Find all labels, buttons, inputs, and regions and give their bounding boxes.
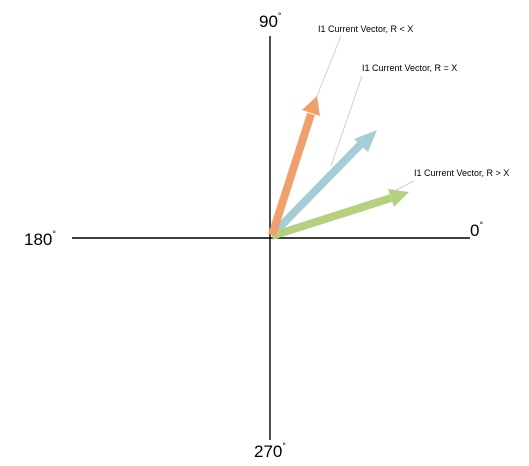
angle-label-180: 180° [24,229,56,249]
angle-label-270: 270° [254,441,286,461]
angle-label-0: 0° [470,220,483,240]
vector-label-r-equal-x: I1 Current Vector, R = X [362,63,457,73]
vector-label-r-greater-x: I1 Current Vector, R > X [414,168,509,178]
vector-r-equal-x [269,130,377,238]
leader-line-r-less-x [312,35,342,107]
vector-r-less-x-arrowhead [302,96,320,116]
vector-r-less-x [268,96,320,237]
leader-line-r-greater-x [395,180,415,191]
vector-r-less-x-shaft [268,112,315,237]
leader-line-r-equal-x [330,75,363,167]
angle-label-90: 90° [259,11,282,31]
vector-label-r-less-x: I1 Current Vector, R < X [318,24,413,34]
vector-r-equal-x-shaft [269,141,364,238]
vector-r-greater-x [270,189,409,240]
vector-r-greater-x-shaft [270,194,393,240]
vector-r-equal-x-arrowhead [354,130,377,152]
vector-r-greater-x-arrowhead [388,189,409,207]
